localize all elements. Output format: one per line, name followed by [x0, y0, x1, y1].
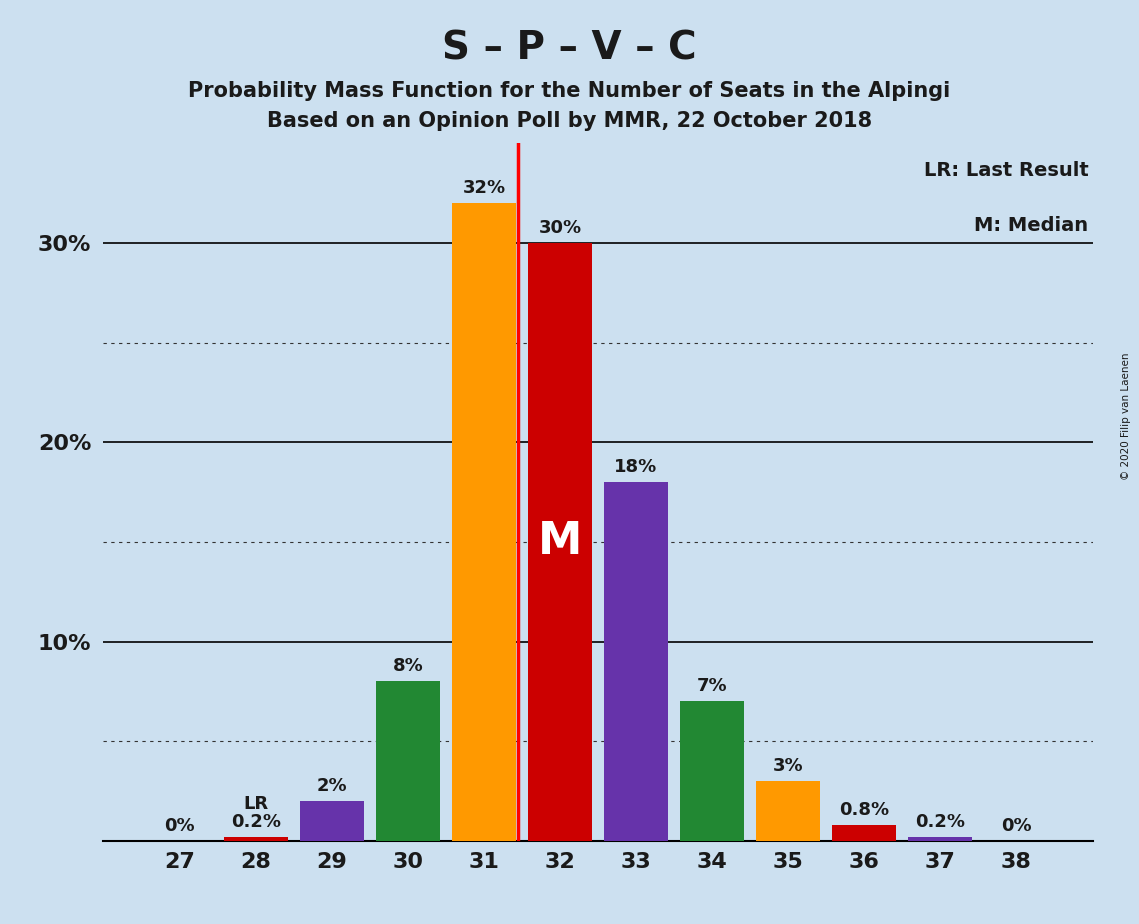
- Bar: [452, 203, 516, 841]
- Text: S – P – V – C: S – P – V – C: [442, 30, 697, 67]
- Text: M: Median: M: Median: [974, 216, 1089, 236]
- Bar: [680, 701, 744, 841]
- Text: 3%: 3%: [772, 757, 803, 775]
- Bar: [908, 837, 973, 841]
- Text: LR: Last Result: LR: Last Result: [924, 161, 1089, 179]
- Bar: [376, 681, 441, 841]
- Bar: [527, 243, 592, 841]
- Text: 0%: 0%: [1001, 817, 1032, 835]
- Text: 2%: 2%: [317, 777, 347, 795]
- Text: 8%: 8%: [393, 657, 424, 675]
- Text: 0.8%: 0.8%: [839, 801, 890, 819]
- Text: 18%: 18%: [614, 458, 657, 476]
- Bar: [223, 837, 288, 841]
- Text: 0%: 0%: [164, 817, 195, 835]
- Text: LR: LR: [244, 795, 269, 813]
- Text: M: M: [538, 520, 582, 564]
- Text: 32%: 32%: [462, 179, 506, 197]
- Text: 30%: 30%: [539, 219, 582, 237]
- Text: 0.2%: 0.2%: [915, 813, 965, 831]
- Bar: [604, 482, 669, 841]
- Text: Based on an Opinion Poll by MMR, 22 October 2018: Based on an Opinion Poll by MMR, 22 Octo…: [267, 111, 872, 131]
- Bar: [831, 825, 896, 841]
- Bar: [300, 801, 364, 841]
- Bar: [755, 781, 820, 841]
- Text: 7%: 7%: [697, 677, 728, 696]
- Text: Probability Mass Function for the Number of Seats in the Alpingi: Probability Mass Function for the Number…: [188, 81, 951, 102]
- Text: 0.2%: 0.2%: [231, 813, 281, 831]
- Text: © 2020 Filip van Laenen: © 2020 Filip van Laenen: [1121, 352, 1131, 480]
